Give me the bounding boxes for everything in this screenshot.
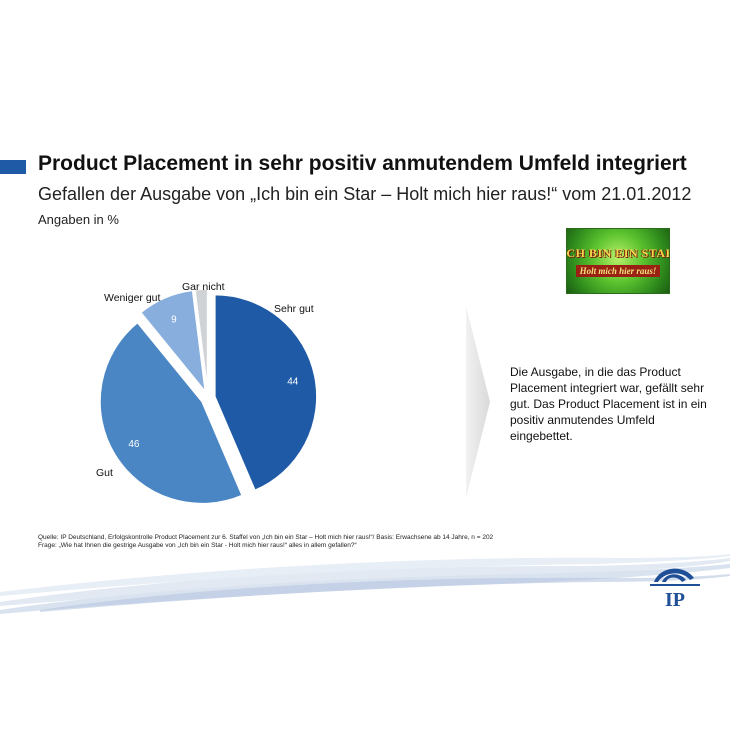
callout-text: Die Ausgabe, in die das Product Placemen… — [510, 365, 707, 443]
title-accent-bar — [0, 160, 26, 174]
ip-logo: IP — [650, 568, 700, 610]
show-logo-line1: ICH BIN EIN STAR — [566, 245, 670, 260]
value-label: 44 — [287, 377, 299, 388]
ip-logo-text: IP — [665, 589, 685, 610]
decorative-waves — [0, 554, 730, 614]
pie-slices — [99, 288, 318, 505]
category-label: Gar nicht — [182, 281, 225, 293]
pie-slice-sehr-gut — [214, 293, 318, 492]
value-label: 2 — [200, 308, 206, 319]
pie-labels: 44 Sehr gut 46 Gut 9 Weniger gut 2 Gar nicht — [96, 281, 314, 479]
category-label: Gut — [96, 467, 113, 479]
source-line: Quelle: IP Deutschland, Erfolgskontrolle… — [38, 534, 494, 541]
pie-slice-gar-nicht — [194, 288, 209, 392]
unit-note: Angaben in % — [38, 212, 119, 227]
chevron-arrow-shape — [466, 306, 490, 498]
source-note: Quelle: IP Deutschland, Erfolgskontrolle… — [38, 534, 698, 550]
value-label: 9 — [171, 314, 177, 325]
show-logo-line2: Holt mich hier raus! — [575, 264, 661, 277]
pie-slice-weniger-gut — [139, 289, 207, 395]
category-label: Weniger gut — [104, 292, 161, 304]
pie-slice-gut — [99, 321, 244, 505]
category-label: Sehr gut — [274, 303, 314, 315]
page-title: Product Placement in sehr positiv anmute… — [38, 152, 687, 175]
question-line: Frage: „Wie hat Ihnen die gestrige Ausga… — [38, 542, 357, 549]
value-label: 46 — [128, 439, 140, 450]
show-logo-image: ICH BIN EIN STAR Holt mich hier raus! — [566, 228, 670, 294]
page-subtitle: Gefallen der Ausgabe von „Ich bin ein St… — [38, 184, 692, 204]
